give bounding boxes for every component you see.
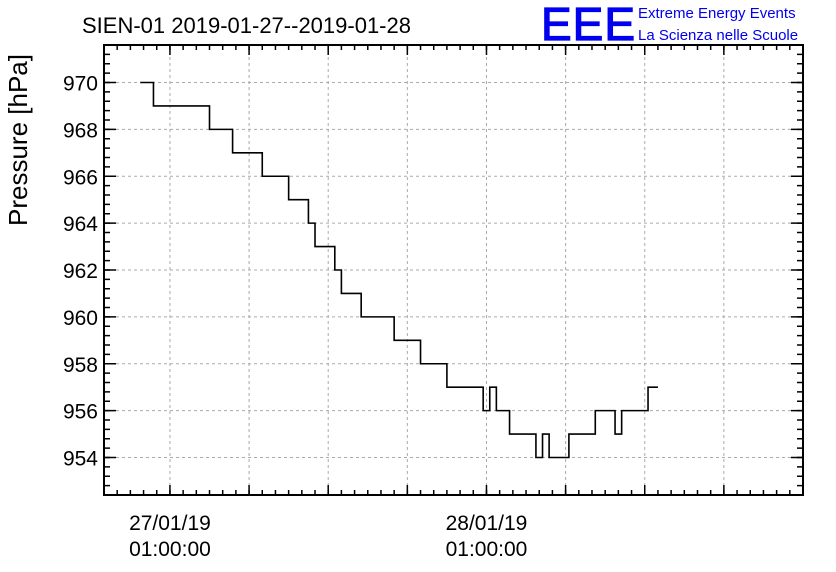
y-tick-label: 954 <box>63 448 98 471</box>
y-tick-label: 958 <box>63 354 98 377</box>
logo-caption-line2: La Scienza nelle Scuole <box>638 27 798 44</box>
x-tick-label-date: 28/01/19 <box>446 512 528 535</box>
chart-title: SIEN-01 2019-01-27--2019-01-28 <box>82 13 411 38</box>
plot-frame <box>103 44 804 496</box>
y-tick-label: 956 <box>63 401 98 424</box>
y-tick-label: 968 <box>63 119 98 142</box>
y-axis-label: Pressure [hPa] <box>3 54 33 226</box>
x-tick-label-date: 27/01/19 <box>129 512 211 535</box>
logo-caption-line1: Extreme Energy Events <box>638 5 796 22</box>
x-tick-label-time: 01:00:00 <box>446 538 528 561</box>
eee-logo: EEE Extreme Energy Events La Scienza nel… <box>540 0 798 51</box>
pressure-series-line <box>140 81 658 459</box>
y-tick-label: 966 <box>63 166 98 189</box>
y-tick-label: 960 <box>63 307 98 330</box>
logo-mark: EEE <box>541 0 636 50</box>
series-layer <box>140 81 658 459</box>
x-tick-label-time: 01:00:00 <box>129 538 211 561</box>
y-tick-label: 964 <box>63 213 98 236</box>
y-tick-label: 962 <box>63 260 98 283</box>
y-tick-label: 970 <box>63 73 98 96</box>
tick-labels: 954 956 958 960 962 964 966 968 970 27/01/19 01:00… <box>63 73 527 562</box>
